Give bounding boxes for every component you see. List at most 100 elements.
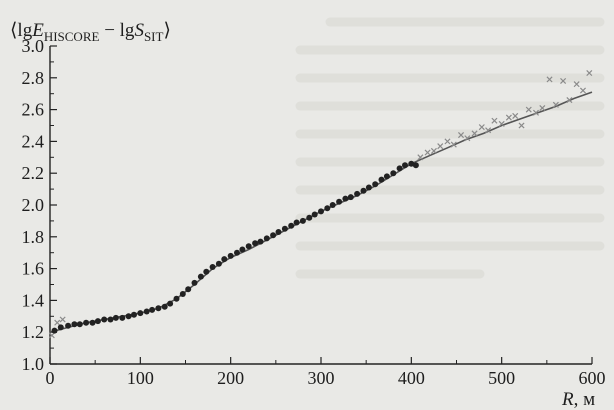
cross-point (457, 132, 465, 139)
y-axis-e-symbol: E (31, 20, 44, 41)
cross-point (424, 149, 431, 156)
cross-point (485, 127, 492, 134)
cross-point (450, 141, 457, 148)
dot-point (227, 252, 234, 259)
x-tick-label: 300 (308, 368, 335, 388)
dot-point (167, 300, 174, 307)
y-tick-label: 1.4 (22, 290, 45, 310)
dot-point (131, 311, 137, 318)
dot-point (365, 184, 372, 191)
dot-point (107, 316, 114, 323)
x-tick-label: 500 (488, 368, 515, 388)
x-tick-label: 200 (217, 368, 244, 388)
dot-point (318, 208, 324, 215)
dot-point (336, 198, 343, 205)
dot-point (311, 211, 318, 218)
dot-point (191, 279, 198, 286)
dot-point (57, 324, 64, 331)
x-tick-label: 0 (46, 368, 55, 388)
dot-point (263, 235, 270, 242)
cross-point (505, 114, 512, 121)
dot-point (360, 187, 367, 194)
dot-point (149, 306, 156, 313)
y-tick-label: 2.8 (22, 68, 45, 88)
dot-point (378, 176, 385, 183)
dot-point (65, 322, 72, 329)
y-tick-label: 2.0 (22, 195, 45, 215)
cross-point (532, 109, 540, 116)
cross-point (525, 106, 532, 113)
dot-point (275, 229, 282, 235)
dot-point (347, 194, 354, 201)
cross-point (579, 87, 586, 94)
dot-point (408, 160, 415, 167)
y-tick-label: 1.0 (22, 354, 45, 374)
cross-point (498, 120, 505, 127)
dot-point (209, 264, 216, 270)
cross-point (560, 77, 567, 85)
dot-point (354, 190, 361, 197)
dot-point (185, 286, 192, 293)
dot-point (71, 321, 78, 328)
dot-point (412, 162, 419, 169)
dot-point (112, 314, 119, 321)
dot-point (119, 314, 126, 321)
dot-point (215, 260, 222, 267)
dot-point (281, 225, 288, 232)
dot-point (257, 238, 264, 245)
y-tick-label: 2.2 (22, 163, 45, 183)
dot-point (288, 222, 295, 229)
y-tick-label: 3.0 (22, 36, 45, 56)
dot-point (94, 318, 101, 325)
cross-point (444, 138, 451, 145)
cross-point (478, 124, 485, 131)
y-axis-s-subscript: SIT (144, 29, 164, 44)
dot-point (306, 214, 313, 221)
cross-point (437, 143, 444, 150)
cross-point (430, 147, 437, 154)
cross-point (586, 70, 593, 77)
dot-point (197, 273, 204, 280)
dot-point (51, 327, 58, 334)
y-tick-label: 2.6 (22, 100, 45, 120)
dot-point (203, 268, 210, 275)
y-tick-label: 1.2 (22, 322, 45, 342)
y-axis-minus: − lg (99, 20, 134, 41)
dot-point (161, 303, 168, 310)
dot-point (179, 291, 186, 297)
ticks: 0 100 200 300 400 500 600 1.0 1.2 1.4 1.6 1.8 2.0 2.2… (22, 36, 606, 388)
cross-point (566, 97, 573, 104)
dot-point (239, 246, 246, 253)
cross-point (417, 154, 424, 161)
dot-point (390, 170, 397, 177)
dot-point (89, 319, 96, 326)
x-tick-label: 100 (127, 368, 154, 388)
y-tick-label: 1.6 (22, 259, 45, 279)
y-axis-title: ⟨lgEHISCORE − lgSSIT⟩ (10, 20, 171, 44)
cross-point (518, 122, 525, 129)
cross-point (59, 316, 66, 323)
dot-point (101, 316, 108, 323)
cross-point (491, 117, 498, 124)
dot-point (299, 217, 306, 224)
y-axis-close: ⟩ (163, 20, 170, 41)
dot-point (372, 181, 379, 188)
dot-point (137, 310, 144, 317)
dot-point (252, 240, 259, 247)
dot-point (125, 313, 132, 320)
x-axis-unit: , м (574, 389, 596, 410)
cross-point (48, 332, 55, 339)
dot-point (155, 305, 162, 312)
dot-point (293, 219, 300, 226)
cross-point (552, 101, 559, 108)
y-tick-label: 2.4 (22, 131, 45, 151)
cross-point (573, 81, 580, 88)
y-tick-label: 1.8 (22, 227, 45, 247)
cross-point (471, 130, 478, 137)
y-axis-e-subscript: HISCORE (44, 29, 100, 44)
dot-point (234, 249, 240, 256)
x-tick-label: 600 (579, 368, 606, 388)
dot-point (383, 173, 390, 180)
